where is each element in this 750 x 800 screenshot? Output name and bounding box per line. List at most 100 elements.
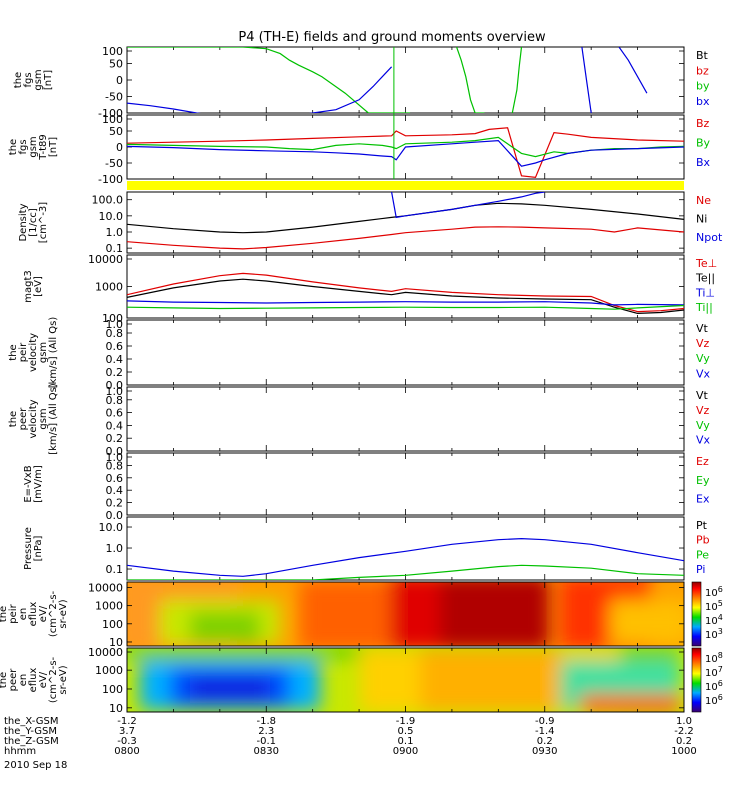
colorbar-label: 104 bbox=[705, 613, 723, 627]
series-Bx bbox=[127, 139, 684, 167]
y-axis-title-line: [eV] bbox=[33, 276, 44, 297]
traces-fgs bbox=[127, 47, 648, 113]
legend-Ey: Ey bbox=[696, 474, 710, 487]
y-tick-label: 0.8 bbox=[106, 394, 124, 407]
y-tick-label: 50 bbox=[109, 58, 123, 71]
time-axis-value: -1.2 bbox=[117, 716, 137, 727]
y-tick-label: 50 bbox=[109, 125, 123, 138]
series-by bbox=[127, 47, 411, 113]
series-bx bbox=[127, 66, 393, 113]
legend-Pt: Pt bbox=[696, 519, 708, 532]
time-axis-value: 0830 bbox=[254, 746, 279, 757]
y-tick-label: 0.2 bbox=[106, 366, 124, 379]
figure-title: P4 (TH-E) fields and ground moments over… bbox=[238, 30, 546, 45]
y-axis-title-line: the bbox=[0, 672, 9, 688]
legend-Ez: Ez bbox=[696, 455, 709, 468]
y-tick-label: -50 bbox=[105, 91, 123, 104]
y-tick-label: 0.4 bbox=[106, 484, 124, 497]
y-axis-title-line: magt3 bbox=[23, 270, 34, 303]
y-axis-title-line: eV/ bbox=[38, 605, 49, 622]
y-tick-label: 0.6 bbox=[106, 340, 124, 353]
y-axis-title-efield: E=-VxB [mV/m] bbox=[23, 465, 44, 503]
legend-Te⊥: Te⊥ bbox=[695, 257, 717, 270]
y-axis-title-line: peir bbox=[8, 603, 19, 623]
time-axis-value: 0.2 bbox=[676, 736, 692, 747]
time-axis-value: 0.5 bbox=[398, 726, 414, 737]
y-axis-title-line: [mV/m] bbox=[33, 465, 44, 503]
traces-pressure bbox=[127, 537, 684, 580]
y-axis-title-line: [km/s] (All Qs) bbox=[48, 317, 59, 389]
y-axis-title-line: velocity bbox=[28, 399, 39, 438]
y-axis-title-line: gsm bbox=[33, 69, 44, 90]
legend-Te||: Te|| bbox=[695, 272, 715, 285]
y-tick-label: 0 bbox=[116, 74, 123, 87]
ion-colorbar bbox=[691, 581, 702, 647]
time-axis-value: 0.2 bbox=[537, 736, 553, 747]
colorbar-label: 107 bbox=[705, 665, 723, 679]
y-axis-title-line: the bbox=[8, 411, 19, 427]
y-tick-label: 100 bbox=[102, 312, 123, 325]
y-axis-title-elecspec: the peer en eflux eV/(cm^2-s-sr-eV) bbox=[0, 656, 69, 703]
y-axis-title-line: peer bbox=[18, 407, 29, 431]
y-tick-label: 1000 bbox=[95, 600, 123, 613]
time-axis-value: -2.2 bbox=[674, 726, 694, 737]
time-axis-value: 2.3 bbox=[258, 726, 274, 737]
legend-Ti||: Ti|| bbox=[695, 301, 713, 314]
y-tick-label: 10 bbox=[109, 636, 123, 649]
legend-Vy: Vy bbox=[696, 419, 710, 432]
y-axis-title-line: fgs bbox=[23, 72, 34, 87]
series-bx bbox=[618, 47, 648, 94]
y-axis-title-line: peer bbox=[8, 668, 19, 692]
legend-Vt: Vt bbox=[696, 322, 709, 335]
y-axis-title-line: Pressure bbox=[23, 527, 34, 570]
panel-frame-density bbox=[126, 191, 685, 254]
y-axis-title-line: [nT] bbox=[43, 70, 54, 90]
y-tick-label: 100 bbox=[102, 113, 123, 126]
y-axis-title-vi: the peir velocity gsm [km/s] (All Qs) bbox=[8, 317, 59, 389]
colorbar-exponent: 5 bbox=[718, 599, 723, 608]
time-axis-row-label: the_X-GSM bbox=[4, 716, 58, 727]
series-bx bbox=[581, 47, 592, 113]
y-tick-label: 10000 bbox=[88, 253, 123, 266]
series-by bbox=[511, 47, 523, 113]
colorbar-label: 103 bbox=[705, 627, 723, 641]
electron-spectrogram bbox=[127, 648, 684, 712]
y-axis-title-line: E=-VxB bbox=[23, 465, 34, 502]
legend-Bt: Bt bbox=[696, 49, 709, 62]
colorbar-exponent: 6 bbox=[718, 585, 723, 594]
y-axis-title-line: [cm^-3] bbox=[38, 202, 49, 243]
y-tick-label: 100 bbox=[102, 683, 123, 696]
y-axis-title-line: sr-eV) bbox=[58, 665, 69, 694]
time-axis-value: 0.1 bbox=[398, 736, 414, 747]
y-axis-title-line: [nPa] bbox=[33, 535, 44, 561]
time-axis-row-label: hhmm bbox=[4, 746, 36, 757]
legend-Vx: Vx bbox=[696, 367, 711, 380]
y-tick-label: -100 bbox=[98, 107, 123, 120]
y-tick-label: 1.0 bbox=[106, 451, 124, 464]
time-axis-value: -0.1 bbox=[256, 736, 276, 747]
y-axis-title-line: gsm bbox=[28, 136, 39, 157]
legend-Pb: Pb bbox=[696, 534, 710, 547]
y-axis-title-line: peir bbox=[18, 342, 29, 362]
series-Bz bbox=[127, 127, 684, 179]
y-tick-label: 0.0 bbox=[106, 509, 124, 522]
y-tick-label: 0.1 bbox=[106, 242, 124, 255]
legend-Ex: Ex bbox=[696, 493, 710, 506]
y-axis-title-line: the bbox=[8, 139, 19, 155]
y-axis-title-line: (cm^2-s- bbox=[48, 590, 59, 637]
y-tick-label: 1.0 bbox=[106, 226, 124, 239]
time-axis-row-label: the_Z-GSM bbox=[4, 736, 59, 747]
y-tick-label: 10000 bbox=[88, 646, 123, 659]
y-axis-title-line: T-t89 bbox=[38, 134, 49, 160]
colorbar-exponent: 6 bbox=[718, 679, 723, 688]
series-Ni bbox=[127, 202, 684, 234]
y-tick-label: 0.4 bbox=[106, 419, 124, 432]
series-Te⊥ bbox=[127, 272, 684, 313]
ion-spectrogram bbox=[127, 582, 684, 646]
y-axis-title-line: (cm^2-s- bbox=[48, 656, 59, 703]
y-tick-label: 1.0 bbox=[106, 385, 124, 398]
y-axis-title-line: the bbox=[0, 606, 9, 622]
y-tick-label: 100 bbox=[102, 618, 123, 631]
panel-frame-ve bbox=[126, 386, 685, 452]
